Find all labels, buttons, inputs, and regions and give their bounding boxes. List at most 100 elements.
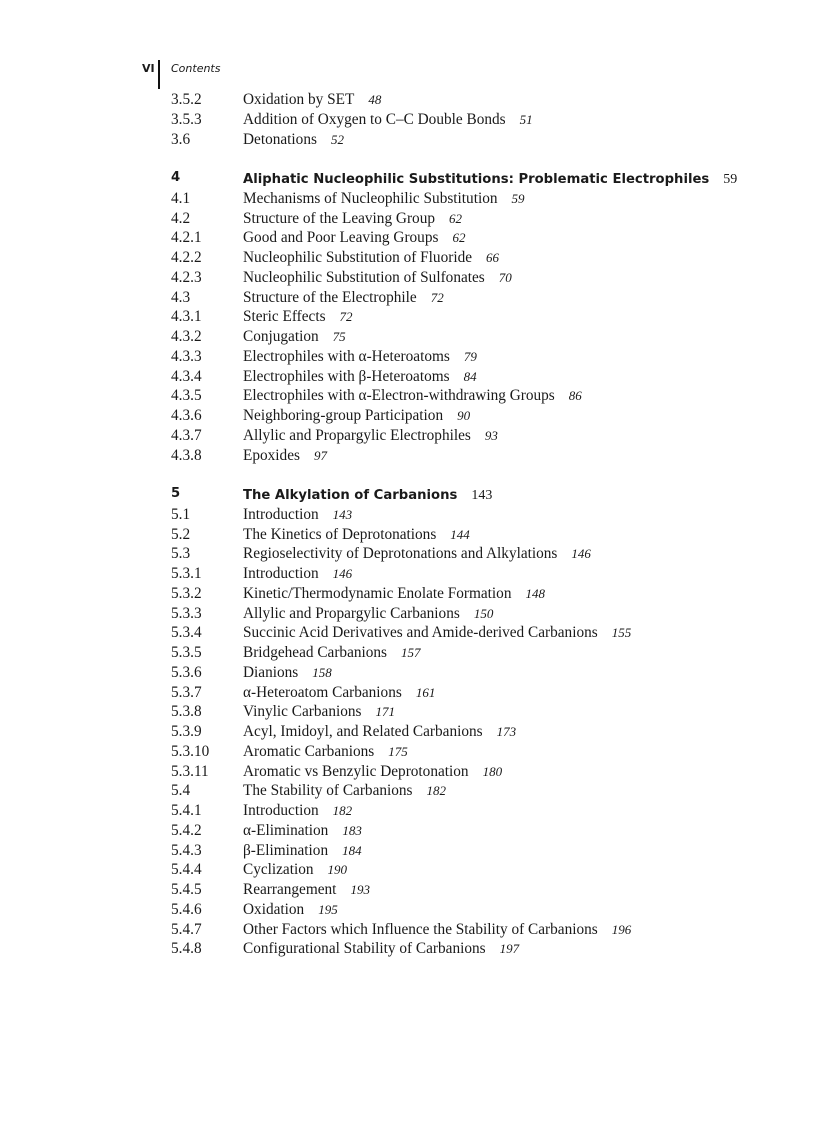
- entry-number: 5.4.4: [171, 861, 202, 879]
- entry-number: 5: [171, 486, 181, 501]
- entry-title: Mechanisms of Nucleophilic Substitution: [243, 189, 498, 207]
- entry-title: Addition of Oxygen to C–C Double Bonds: [243, 110, 506, 128]
- entry-title: Oxidation by SET: [243, 91, 355, 108]
- entry-number: 5.3: [171, 545, 191, 563]
- toc-entry: 5.1 Introduction 143: [171, 506, 791, 526]
- entry-page: 148: [525, 585, 545, 601]
- entry-page: 144: [450, 526, 470, 542]
- entry-title: Allylic and Propargylic Carbanions: [243, 604, 460, 622]
- entry-title: Acyl, Imidoyl, and Related Carbanions: [243, 723, 483, 740]
- entry-number: 5.4.8: [171, 940, 202, 958]
- toc-entry: 5.3.11 Aromatic vs Benzylic Deprotonation…: [171, 763, 791, 783]
- entry-page: 72: [430, 289, 444, 305]
- entry-title: Other Factors which Influence the Stabil…: [243, 920, 598, 938]
- toc-entry: 4.3.8 Epoxides 97: [171, 447, 791, 467]
- entry-title: Introduction: [243, 802, 319, 819]
- entry-number: 4.3.2: [171, 328, 202, 345]
- toc-entry: 3.5.2 Oxidation by SET 48: [171, 91, 791, 111]
- entry-title: Electrophiles with α-Heteroatoms: [243, 347, 450, 365]
- toc-entry: 5.4.6 Oxidation 195: [171, 901, 791, 921]
- toc-entry: 4.2.3 Nucleophilic Substitution of Sulfon…: [171, 269, 791, 289]
- entry-page: 157: [401, 645, 421, 660]
- toc-chapter-entry: 4 Aliphatic Nucleophilic Substitutions: P…: [171, 170, 791, 190]
- toc-entry: 4.3.6 Neighboring-group Participation 90: [171, 407, 791, 427]
- toc-entry: 5.3 Regioselectivity of Deprotonations an…: [171, 545, 791, 565]
- entry-page: 190: [327, 862, 348, 878]
- entry-number: 3.5.3: [171, 110, 202, 128]
- toc-entry: 5.4.1 Introduction 182: [171, 802, 791, 822]
- entry-page: 158: [312, 664, 332, 680]
- entry-page: 197: [499, 941, 520, 957]
- entry-title: The Alkylation of Carbanions: [243, 488, 458, 503]
- toc-entry: 4.1 Mechanisms of Nucleophilic Substituti…: [171, 190, 791, 210]
- entry-title: α-Heteroatom Carbanions: [243, 683, 402, 701]
- toc-entry: 5.4.2 α-Elimination 183: [171, 822, 791, 842]
- toc-entry: 4.3.3 Electrophiles with α-Heteroatoms 79: [171, 348, 791, 368]
- entry-title: β-Elimination: [243, 841, 329, 859]
- entry-number: 5.4.7: [171, 920, 202, 938]
- toc-entry: 5.4.8 Configurational Stability of Carban…: [171, 940, 791, 960]
- entry-title: Nucleophilic Substitution of Fluoride: [243, 249, 473, 266]
- toc-entry: 4.3.7 Allylic and Propargylic Electrophil…: [171, 427, 791, 447]
- entry-number: 5.3.10: [171, 742, 210, 760]
- entry-title: Structure of the Leaving Group: [243, 209, 436, 227]
- entry-page: 72: [339, 309, 353, 325]
- entry-page: 175: [388, 743, 408, 759]
- entry-title: Dianions: [243, 663, 299, 681]
- header-divider: [158, 60, 160, 89]
- entry-number: 5.4: [171, 782, 191, 800]
- toc-entry: 5.3.10 Aromatic Carbanions 175: [171, 743, 791, 763]
- entry-title: Configurational Stability of Carbanions: [243, 940, 486, 958]
- table-of-contents: 3.5.2 Oxidation by SET 48 3.5.3 Addition of …: [171, 91, 791, 960]
- page-number: VI: [142, 62, 155, 75]
- entry-number: 4.3: [171, 288, 191, 306]
- entry-page: 182: [426, 783, 447, 799]
- entry-number: 4.3.8: [171, 446, 202, 464]
- entry-title: Introduction: [243, 565, 319, 582]
- entry-page: 52: [330, 131, 344, 147]
- entry-number: 4: [171, 170, 181, 185]
- entry-title: Conjugation: [243, 328, 319, 345]
- entry-title: Regioselectivity of Deprotonations and A…: [243, 545, 558, 563]
- entry-page: 59: [723, 172, 738, 187]
- entry-number: 5.2: [171, 525, 191, 543]
- toc-entry: 4.2 Structure of the Leaving Group 62: [171, 210, 791, 230]
- entry-page: 195: [318, 901, 338, 917]
- entry-number: 5.3.3: [171, 604, 202, 622]
- toc-entry: 5.4.5 Rearrangement 193: [171, 881, 791, 901]
- entry-number: 5.4.6: [171, 900, 202, 918]
- entry-number: 5.3.6: [171, 663, 202, 681]
- entry-page: 75: [332, 329, 346, 344]
- entry-number: 4.3.1: [171, 308, 202, 326]
- toc-entry: 5.3.3 Allylic and Propargylic Carbanions 1…: [171, 605, 791, 625]
- entry-number: 5.3.2: [171, 584, 202, 602]
- entry-number: 5.3.7: [171, 683, 202, 701]
- entry-page: 93: [484, 427, 498, 443]
- entry-page: 86: [568, 388, 582, 404]
- entry-page: 51: [519, 111, 533, 127]
- entry-page: 180: [482, 763, 503, 779]
- entry-page: 161: [415, 684, 436, 700]
- entry-page: 62: [452, 230, 466, 246]
- entry-number: 5.3.4: [171, 624, 202, 642]
- entry-page: 150: [473, 605, 494, 621]
- entry-title: Kinetic/Thermodynamic Enolate Formation: [243, 584, 512, 602]
- entry-number: 5.4.1: [171, 802, 202, 819]
- toc-entry: 5.3.2 Kinetic/Thermodynamic Enolate Forma…: [171, 585, 791, 605]
- entry-page: 84: [463, 368, 477, 384]
- entry-page: 184: [342, 842, 362, 858]
- entry-number: 5.4.2: [171, 821, 202, 839]
- entry-title: Aromatic Carbanions: [243, 742, 375, 760]
- entry-title: Allylic and Propargylic Electrophiles: [243, 426, 471, 444]
- section-gap: [171, 150, 791, 170]
- entry-page: 48: [368, 92, 382, 107]
- entry-page: 62: [449, 210, 463, 226]
- toc-entry: 4.3 Structure of the Electrophile 72: [171, 289, 791, 309]
- entry-title: Aliphatic Nucleophilic Substitutions: Pr…: [243, 172, 710, 187]
- entry-number: 4.3.6: [171, 407, 202, 424]
- entry-page: 146: [332, 566, 353, 581]
- entry-title: Succinic Acid Derivatives and Amide-deri…: [243, 624, 598, 642]
- entry-number: 4.3.7: [171, 426, 202, 444]
- entry-page: 193: [350, 882, 370, 897]
- entry-page: 143: [332, 506, 353, 522]
